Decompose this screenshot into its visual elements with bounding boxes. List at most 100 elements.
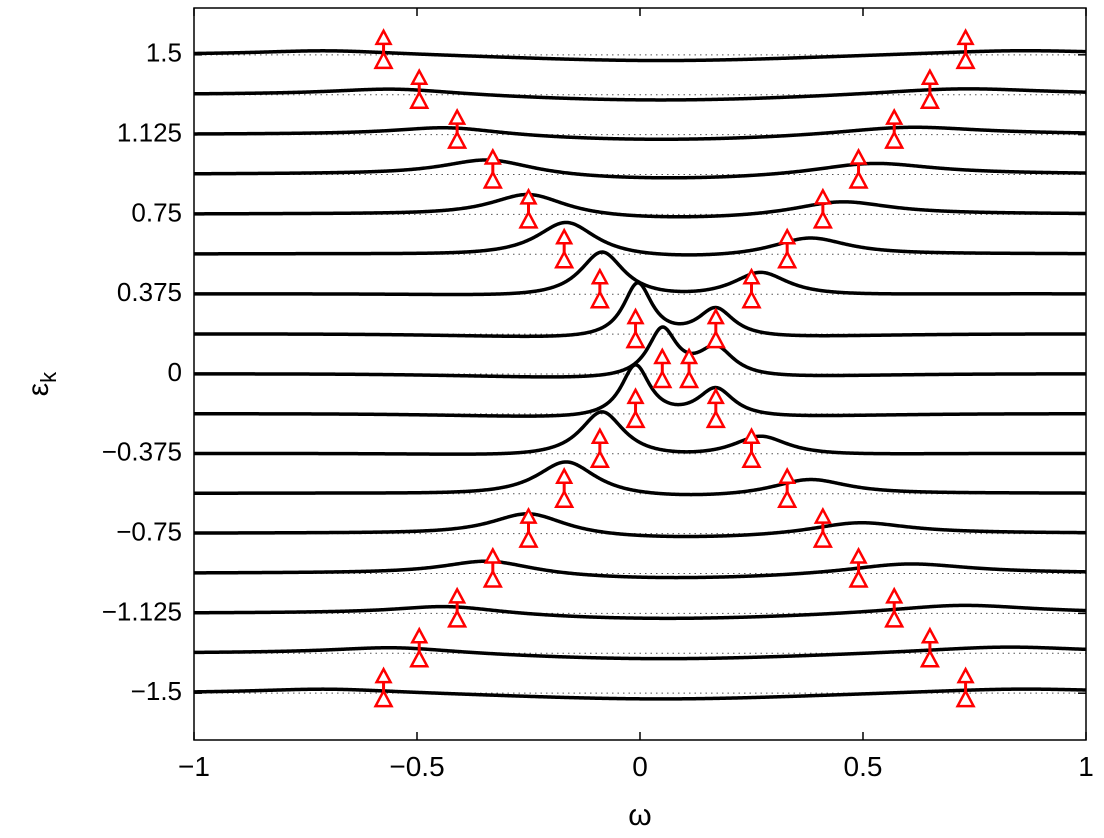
x-tick-labels: −1 −0.5 0 0.5 1	[178, 751, 1094, 782]
marker-right-4-upper-triangle	[813, 187, 832, 205]
marker-left-0-upper-triangle	[374, 28, 393, 46]
marker-right-3-upper-triangle	[849, 147, 868, 165]
curve-12	[193, 512, 1087, 539]
y-axis-label-subscript: k	[36, 371, 61, 383]
marker-left-1	[409, 68, 430, 109]
curve-16	[193, 687, 1087, 701]
marker-right-0-upper-triangle	[956, 28, 975, 46]
marker-left-15	[409, 626, 430, 668]
marker-right-4-lower-triangle	[812, 209, 833, 229]
marker-left-8-upper-triangle	[653, 347, 672, 365]
marker-left-14-upper-triangle	[448, 586, 467, 604]
marker-right-7	[705, 307, 726, 349]
marker-right-2-lower-triangle	[884, 129, 905, 149]
marker-left-1-upper-triangle	[410, 68, 429, 85]
marker-left-16-upper-triangle	[374, 666, 393, 684]
marker-left-15-upper-triangle	[410, 626, 429, 644]
marker-left-16	[373, 666, 394, 708]
marker-left-8-lower-triangle	[652, 369, 673, 389]
curve-14	[193, 603, 1087, 621]
marker-right-11-lower-triangle	[777, 489, 798, 508]
marker-left-11-upper-triangle	[555, 467, 574, 484]
marker-right-8	[678, 347, 700, 389]
y-tick-label-2: −0.75	[116, 516, 182, 546]
y-tick-label-1: −1.125	[102, 596, 182, 626]
x-tick-label-4: 1	[1078, 751, 1094, 782]
marker-left-4	[518, 187, 539, 229]
marker-right-11	[777, 467, 798, 508]
marker-left-6	[589, 267, 610, 309]
curve-9	[193, 363, 1087, 418]
marker-right-15-lower-triangle	[919, 648, 940, 668]
marker-left-11-lower-triangle	[554, 489, 575, 508]
marker-left-7	[625, 307, 646, 349]
y-tick-label-5: 0.375	[117, 277, 182, 307]
y-tick-label-6: 0.75	[131, 197, 182, 227]
x-axis-label: ω	[628, 799, 651, 832]
y-tick-label-7: 1.125	[117, 117, 182, 147]
marker-right-11-upper-triangle	[778, 467, 797, 484]
y-axis-label-main: ε	[22, 383, 55, 396]
marker-left-6-lower-triangle	[589, 289, 610, 309]
marker-left-12-lower-triangle	[518, 528, 539, 548]
marker-left-0-lower-triangle	[373, 50, 394, 70]
marker-right-2-upper-triangle	[885, 107, 904, 125]
marker-right-4	[812, 187, 833, 229]
marker-right-5	[777, 227, 798, 269]
curve-4	[193, 192, 1087, 219]
marker-right-13-lower-triangle	[848, 568, 869, 588]
x-tick-label-2: 0	[632, 751, 648, 782]
marker-right-15-upper-triangle	[920, 626, 939, 644]
marker-right-16-lower-triangle	[955, 688, 976, 708]
marker-left-12-upper-triangle	[519, 506, 538, 524]
marker-right-10-upper-triangle	[742, 427, 761, 445]
marker-right-1-upper-triangle	[920, 68, 939, 85]
marker-left-2-lower-triangle	[447, 129, 468, 149]
curve-15	[193, 645, 1087, 661]
x-tick-label-0: −1	[178, 751, 210, 782]
curve-series	[193, 48, 1087, 701]
marker-right-5-lower-triangle	[777, 249, 798, 269]
marker-right-1-lower-triangle	[919, 90, 940, 109]
marker-right-5-upper-triangle	[778, 227, 797, 245]
marker-right-1	[919, 68, 940, 109]
curve-13	[193, 559, 1087, 580]
curve-6	[193, 250, 1087, 297]
marker-left-5	[554, 227, 575, 269]
marker-right-13-upper-triangle	[849, 546, 868, 564]
marker-left-10-lower-triangle	[589, 449, 610, 469]
marker-right-12	[812, 506, 833, 548]
marker-left-5-upper-triangle	[555, 227, 574, 245]
marker-left-4-lower-triangle	[518, 209, 539, 229]
marker-left-2-upper-triangle	[448, 107, 467, 125]
curve-10	[193, 410, 1087, 456]
marker-left-7-lower-triangle	[625, 329, 646, 349]
curve-7	[193, 281, 1087, 339]
marker-left-0	[373, 28, 394, 70]
marker-left-7-upper-triangle	[626, 307, 645, 325]
marker-left-9	[625, 387, 646, 429]
marker-left-3-lower-triangle	[482, 169, 503, 189]
marker-left-5-lower-triangle	[554, 249, 575, 269]
y-tick-label-8: 1.5	[146, 38, 182, 68]
marker-right-14-upper-triangle	[885, 586, 904, 604]
marker-right-7-upper-triangle	[706, 307, 725, 325]
curve-1	[193, 87, 1087, 102]
axis-ticks	[193, 8, 1087, 740]
marker-left-1-lower-triangle	[409, 90, 430, 109]
curve-2	[193, 125, 1087, 141]
marker-right-12-upper-triangle	[813, 506, 832, 524]
x-tick-label-1: −0.5	[389, 751, 444, 782]
y-tick-label-4: 0	[168, 357, 182, 387]
marker-right-9	[705, 387, 726, 429]
marker-right-12-lower-triangle	[812, 528, 833, 548]
marker-left-4-upper-triangle	[519, 187, 538, 205]
marker-right-14-lower-triangle	[884, 608, 905, 628]
curve-3	[193, 158, 1087, 180]
marker-left-14	[447, 586, 468, 628]
y-axis-label: εk	[22, 371, 61, 396]
marker-right-10	[741, 427, 762, 469]
marker-right-6-upper-triangle	[742, 267, 761, 285]
